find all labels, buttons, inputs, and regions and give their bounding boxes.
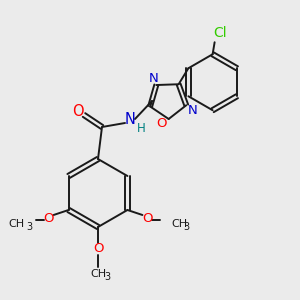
Text: Cl: Cl xyxy=(213,26,226,40)
Text: 3: 3 xyxy=(104,272,110,282)
Text: N: N xyxy=(124,112,135,128)
Text: 3: 3 xyxy=(183,222,190,232)
Text: N: N xyxy=(148,71,158,85)
Text: O: O xyxy=(93,242,103,256)
Text: 3: 3 xyxy=(26,222,33,232)
Text: CH: CH xyxy=(171,219,188,229)
Text: O: O xyxy=(156,118,167,130)
Text: O: O xyxy=(142,212,153,224)
Text: N: N xyxy=(188,104,197,117)
Text: O: O xyxy=(72,103,84,118)
Text: O: O xyxy=(43,212,54,224)
Text: CH: CH xyxy=(90,269,106,279)
Text: H: H xyxy=(136,122,146,134)
Text: CH: CH xyxy=(8,219,25,229)
